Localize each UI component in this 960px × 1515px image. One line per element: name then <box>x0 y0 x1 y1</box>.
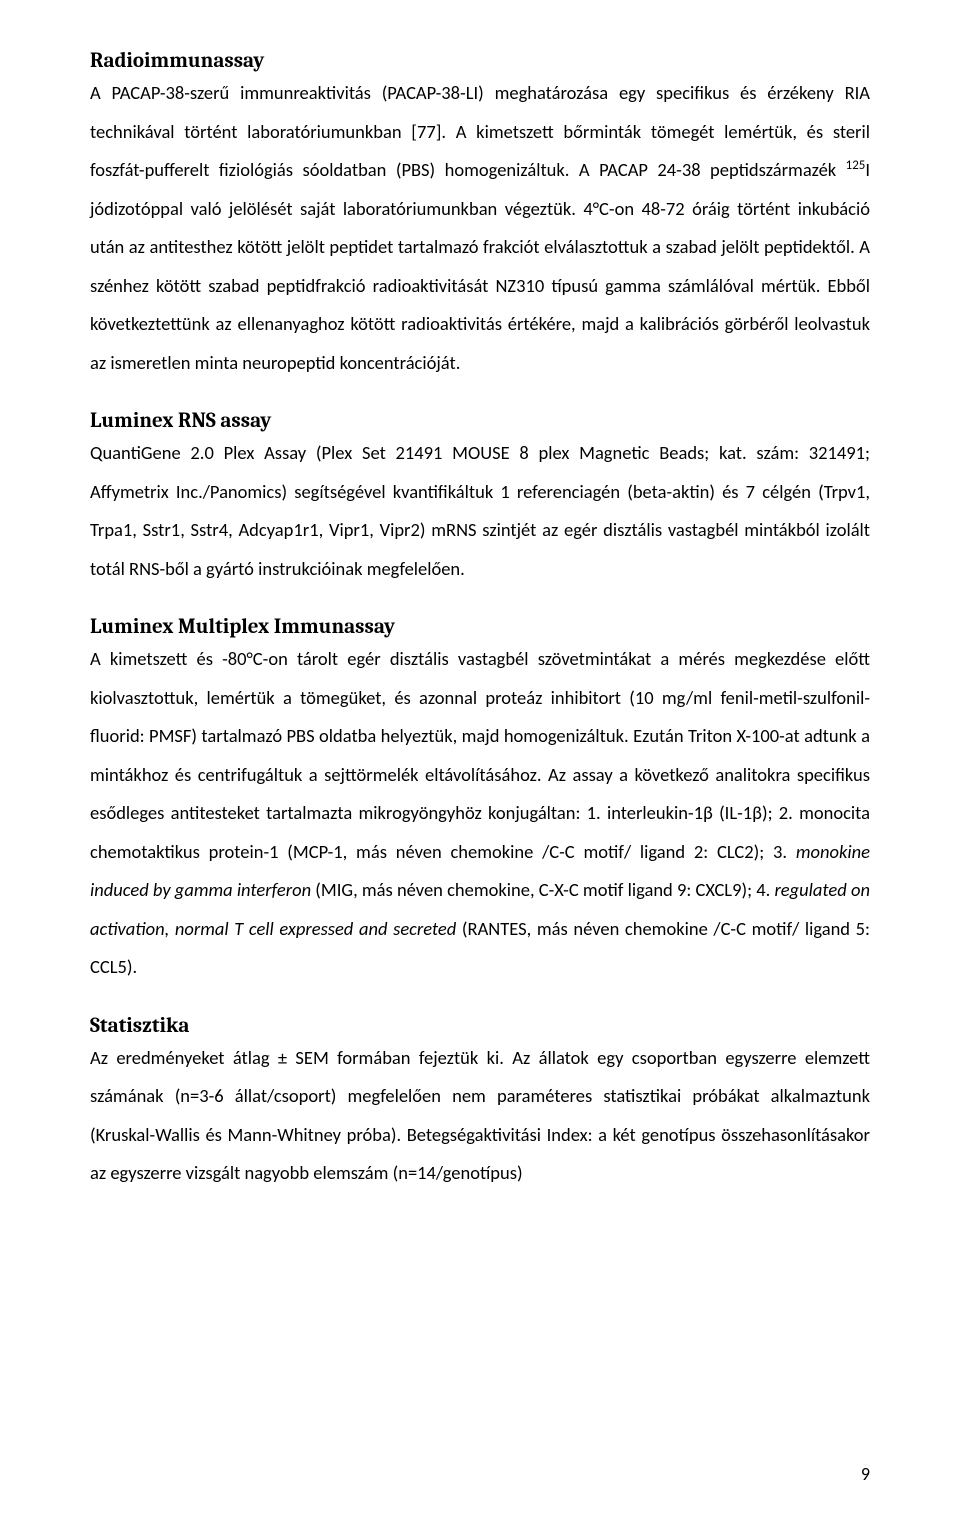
page-number: 9 <box>861 1463 870 1485</box>
section-heading-luminex-rns: Luminex RNS assay <box>90 408 870 434</box>
section-heading-radioimmunassay: Radioimmunassay <box>90 48 870 74</box>
section-body-radioimmunassay: A PACAP-38-szerű immunreaktivitás (PACAP… <box>90 74 870 382</box>
section-body-luminex-multiplex: A kimetszett és -80°C-on tárolt egér dis… <box>90 640 870 986</box>
section-heading-statisztika: Statisztika <box>90 1013 870 1039</box>
document-page: Radioimmunassay A PACAP-38-szerű immunre… <box>0 0 960 1515</box>
section-body-statisztika: Az eredményeket átlag ± SEM formában fej… <box>90 1039 870 1193</box>
section-heading-luminex-multiplex: Luminex Multiplex Immunassay <box>90 614 870 640</box>
section-body-luminex-rns: QuantiGene 2.0 Plex Assay (Plex Set 2149… <box>90 434 870 588</box>
